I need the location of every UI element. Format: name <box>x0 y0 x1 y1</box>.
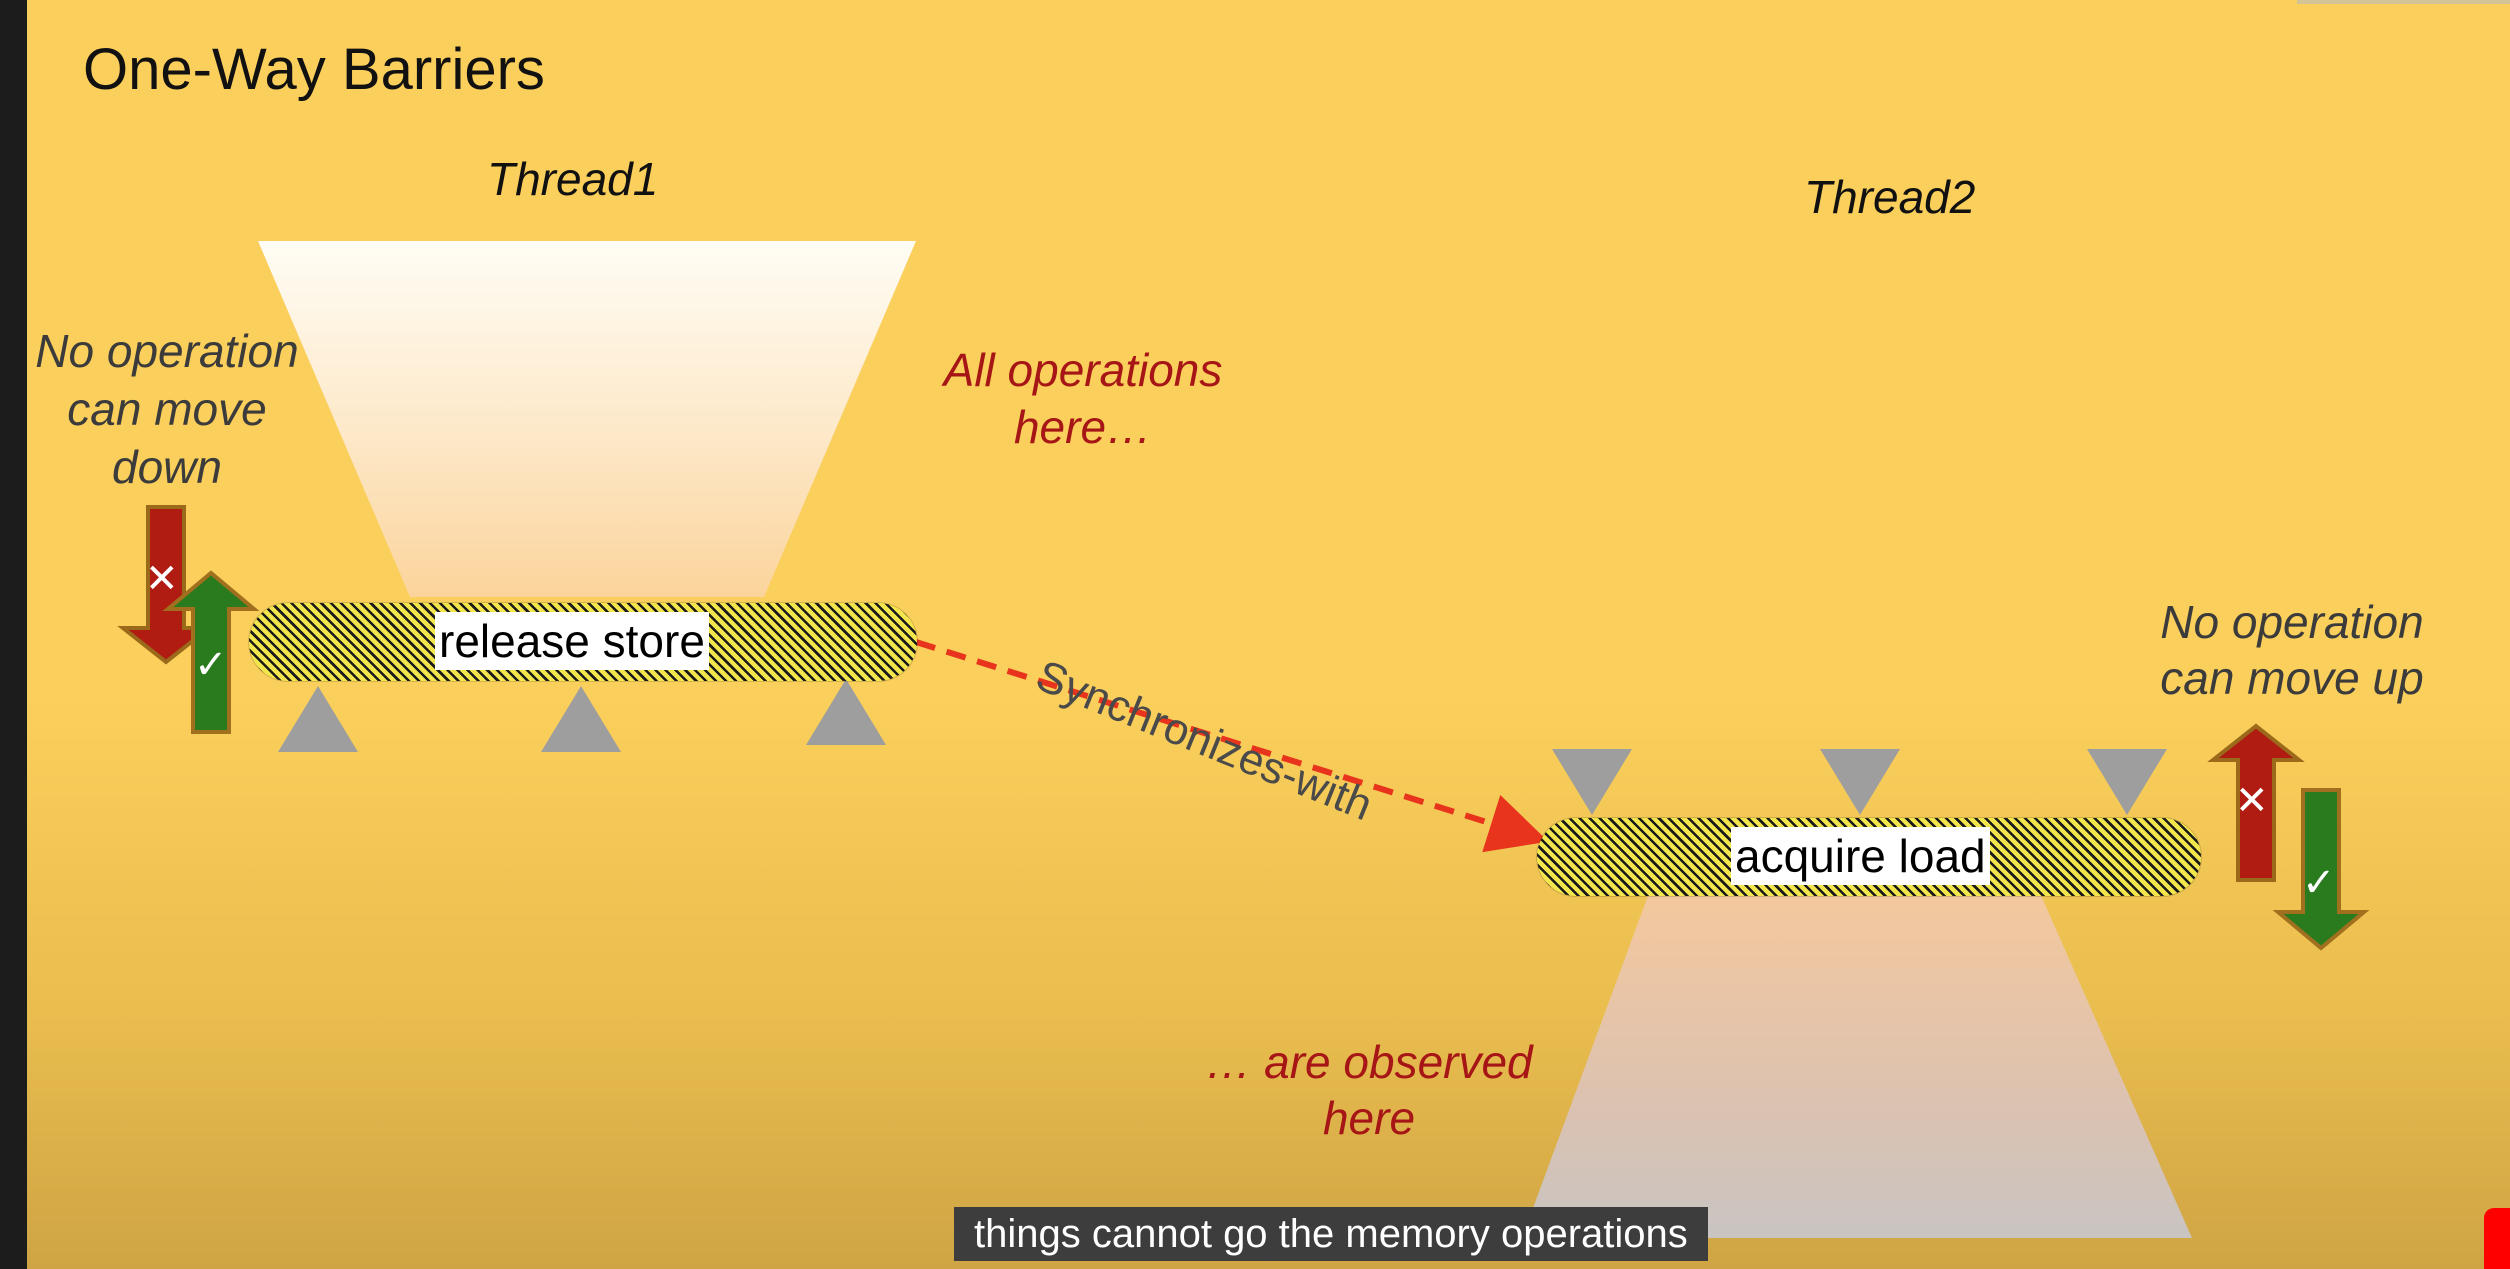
down-triangle-2 <box>1820 749 1900 815</box>
left-allowed-arrow <box>162 570 260 734</box>
thread1-label: Thread1 <box>487 153 659 205</box>
down-triangle-3 <box>2087 749 2167 815</box>
left-note: No operation can move down <box>35 325 299 493</box>
right-allowed-arrow <box>2272 788 2370 951</box>
left-blocked-arrow <box>117 505 215 665</box>
slide-title: One-Way Barriers <box>83 37 545 102</box>
youtube-corner-icon[interactable] <box>2484 1208 2510 1269</box>
left-blocked-x-icon: ✕ <box>145 557 179 601</box>
right-note: No operation can move up <box>2160 596 2424 704</box>
thread2-label: Thread2 <box>1804 171 1976 223</box>
diagram-graphics <box>117 241 2370 1238</box>
sync-arrow <box>915 639 1549 853</box>
up-triangle-1 <box>278 686 358 752</box>
slide: ✕ ✓ ✕ ✓ One-Way Barriers Thread1 Thread2… <box>27 0 2510 1269</box>
up-triangle-2 <box>541 686 621 752</box>
right-allowed-check-icon: ✓ <box>2302 861 2336 905</box>
up-triangle-3 <box>806 679 886 745</box>
right-blocked-x-icon: ✕ <box>2235 779 2269 823</box>
acquire-load-label: acquire load <box>1731 827 1990 885</box>
observed-note: … are observed here <box>1205 1036 1533 1144</box>
left-allowed-check-icon: ✓ <box>194 643 228 687</box>
down-triangle-1 <box>1552 749 1632 815</box>
video-caption: things cannot go the memory operations <box>954 1207 1708 1261</box>
ops-note: All operations here… <box>943 344 1223 453</box>
right-blocked-arrow <box>2207 723 2305 882</box>
thread2-funnel <box>1522 893 2192 1238</box>
release-store-label: release store <box>435 612 709 670</box>
top-edge-shadow <box>2297 0 2510 4</box>
thread1-funnel <box>258 241 916 597</box>
